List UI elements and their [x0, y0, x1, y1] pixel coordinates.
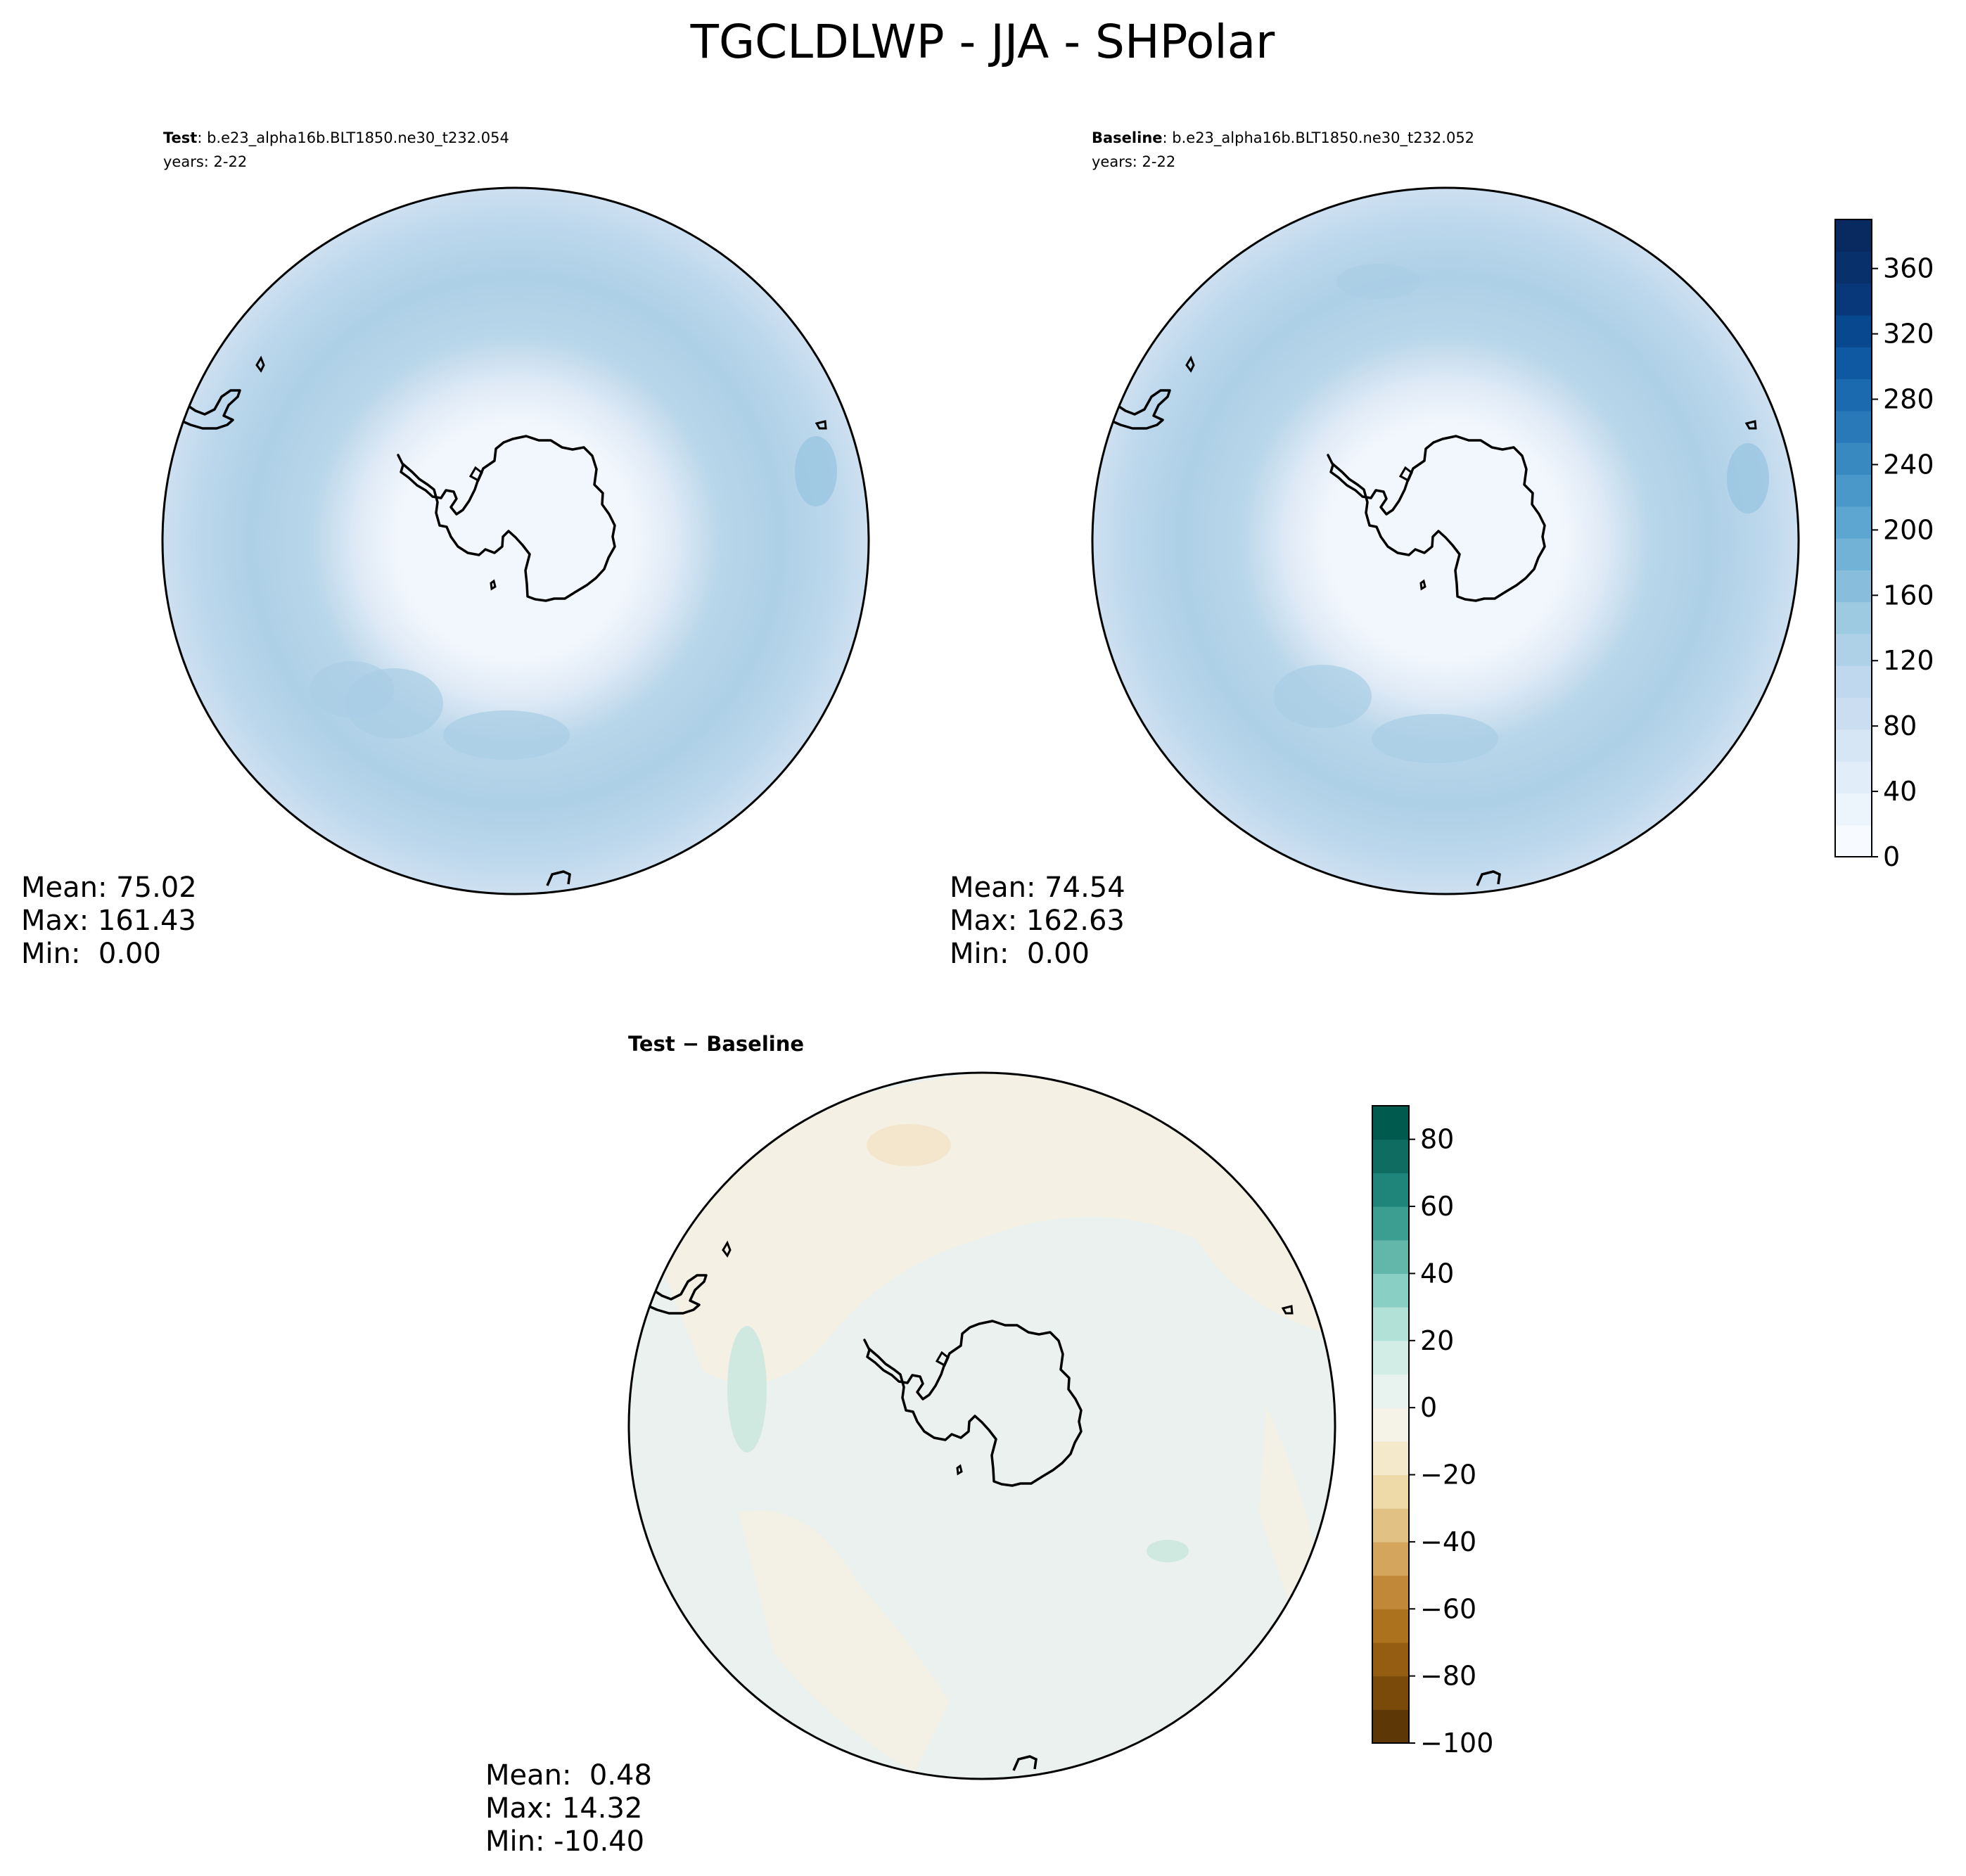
colorbar-brbg-swatch — [1372, 1273, 1409, 1308]
colorbar-brbg-swatch — [1372, 1609, 1409, 1643]
colorbar-brbg-swatch — [1372, 1508, 1409, 1543]
diff-map — [629, 1073, 1335, 1779]
colorbar-blues-frame — [1834, 219, 1872, 857]
panel-test-label-bold: Test — [163, 129, 197, 146]
colorbar-blues-tick-label: 120 — [1883, 645, 1934, 676]
baseline-stat-max: Max: 162.63 — [950, 905, 1125, 937]
colorbar-brbg-swatch — [1372, 1676, 1409, 1710]
colorbar-blues-swatch — [1835, 506, 1872, 539]
colorbar-blues-swatch — [1835, 410, 1872, 443]
colorbar-blues-swatch — [1835, 697, 1872, 730]
colorbar-blues-swatch — [1835, 219, 1872, 252]
test-map-field — [162, 188, 869, 894]
colorbar-blues-swatch — [1835, 251, 1872, 284]
colorbar-brbg-swatch — [1372, 1441, 1409, 1476]
panel-test: Test: b.e23_alpha16b.BLT1850.ne30_t232.0… — [21, 129, 870, 970]
test-map — [162, 188, 869, 894]
colorbar-brbg-swatch — [1372, 1239, 1409, 1275]
baseline-map-field — [1092, 188, 1799, 894]
panel-test-label-rest: : b.e23_alpha16b.BLT1850.ne30_t232.054 — [197, 129, 509, 147]
colorbar-blues-swatch — [1835, 601, 1872, 634]
diff-stat-max: Max: 14.32 — [485, 1792, 642, 1825]
colorbar-blues: 0 40 80 120 160 200 240 280 320 360 — [1834, 219, 1934, 872]
colorbar-blues-tick-label: 280 — [1883, 384, 1934, 415]
baseline-stat-min: Min: 0.00 — [950, 938, 1090, 970]
colorbar-blues-swatch — [1835, 824, 1872, 857]
colorbar-blues-swatch — [1835, 570, 1872, 603]
colorbar-brbg-swatch — [1372, 1709, 1409, 1744]
colorbar-brbg-swatch — [1372, 1173, 1409, 1207]
colorbar-brbg-swatch — [1372, 1340, 1409, 1375]
colorbar-blues-swatch — [1835, 665, 1872, 698]
colorbar-brbg-tick-label: −100 — [1420, 1728, 1493, 1759]
colorbar-brbg-tick-label: −40 — [1420, 1526, 1476, 1557]
colorbar-blues-tick-label: 200 — [1883, 514, 1934, 545]
diff-stat-min: Min: -10.40 — [485, 1825, 644, 1858]
colorbar-brbg-swatch — [1372, 1139, 1409, 1173]
panel-diff-label: Test − Baseline — [628, 1032, 804, 1056]
panel-baseline-label: Baseline: b.e23_alpha16b.BLT1850.ne30_t2… — [1092, 129, 1474, 147]
colorbar-blues-tick-label: 160 — [1883, 580, 1934, 611]
panel-test-years: years: 2-22 — [163, 153, 247, 170]
panel-diff: Test − Baseline Mean: 0.48 Max: 14.32 Mi… — [485, 1032, 1336, 1858]
colorbar-blues-swatch — [1835, 442, 1872, 475]
test-stat-mean: Mean: 75.02 — [21, 872, 197, 904]
panel-baseline-label-bold: Baseline — [1092, 129, 1163, 146]
colorbar-brbg-swatch — [1372, 1206, 1409, 1241]
test-stat-max: Max: 161.43 — [21, 905, 196, 937]
colorbar-brbg: −100 −80 −60 −40 −20 0 20 40 60 80 — [1372, 1105, 1493, 1759]
diff-map-border — [627, 1071, 1336, 1780]
figure-title: TGCLDLWP - JJA - SHPolar — [690, 15, 1276, 69]
colorbar-blues-swatch — [1835, 729, 1872, 762]
colorbar-brbg-tick-label: −60 — [1420, 1593, 1476, 1624]
colorbar-blues-tick-label: 240 — [1883, 449, 1934, 480]
colorbar-blues-swatch — [1835, 378, 1872, 411]
colorbar-brbg-swatch — [1372, 1642, 1409, 1677]
panel-baseline-label-rest: : b.e23_alpha16b.BLT1850.ne30_t232.052 — [1163, 129, 1475, 147]
colorbar-blues-tick-label: 320 — [1883, 319, 1934, 350]
colorbar-brbg-swatch — [1372, 1474, 1409, 1509]
panel-test-label: Test: b.e23_alpha16b.BLT1850.ne30_t232.0… — [163, 129, 509, 147]
colorbar-brbg-tick-label: 40 — [1420, 1258, 1454, 1289]
colorbar-blues-swatch — [1835, 761, 1872, 793]
colorbar-brbg-tick-label: 0 — [1420, 1392, 1437, 1423]
baseline-map — [1092, 188, 1799, 894]
colorbar-brbg-tick-label: 60 — [1420, 1191, 1454, 1222]
colorbar-brbg-frame — [1372, 1105, 1410, 1744]
colorbar-blues-swatch — [1835, 633, 1872, 666]
colorbar-brbg-swatch — [1372, 1307, 1409, 1341]
colorbar-blues-tick-label: 40 — [1883, 776, 1917, 807]
colorbar-blues-swatch — [1835, 793, 1872, 826]
colorbar-brbg-tick-label: −80 — [1420, 1661, 1476, 1692]
panel-baseline: Baseline: b.e23_alpha16b.BLT1850.ne30_t2… — [950, 129, 1800, 970]
diff-stat-mean: Mean: 0.48 — [485, 1759, 652, 1792]
test-stat-min: Min: 0.00 — [21, 938, 161, 970]
colorbar-brbg-tick-label: 80 — [1420, 1124, 1454, 1155]
colorbar-blues-tick-label: 0 — [1883, 841, 1900, 872]
colorbar-brbg-swatch — [1372, 1106, 1409, 1140]
test-map-border — [161, 186, 870, 895]
colorbar-blues-swatch — [1835, 538, 1872, 570]
colorbar-blues-swatch — [1835, 283, 1872, 316]
colorbar-brbg-swatch — [1372, 1575, 1409, 1609]
baseline-stat-mean: Mean: 74.54 — [950, 872, 1125, 904]
baseline-map-border — [1091, 186, 1800, 895]
colorbar-blues-swatch — [1835, 474, 1872, 507]
colorbar-brbg-swatch — [1372, 1374, 1409, 1408]
colorbar-brbg-tick-label: −20 — [1420, 1460, 1476, 1491]
colorbar-blues-tick-label: 360 — [1883, 253, 1934, 284]
colorbar-brbg-swatch — [1372, 1408, 1409, 1442]
colorbar-brbg-swatch — [1372, 1541, 1409, 1576]
colorbar-brbg-tick-label: 20 — [1420, 1325, 1454, 1356]
colorbar-blues-swatch — [1835, 314, 1872, 347]
panel-baseline-years: years: 2-22 — [1092, 153, 1175, 170]
colorbar-blues-tick-label: 80 — [1883, 710, 1917, 741]
colorbar-blues-swatch — [1835, 347, 1872, 380]
